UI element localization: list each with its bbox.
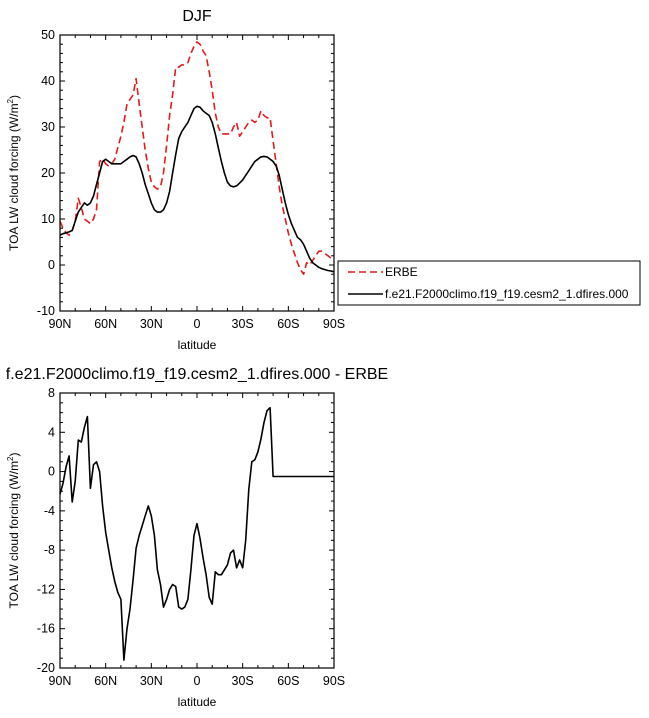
x-tick-label: 30N — [140, 674, 163, 688]
x-tick-label: 90N — [49, 317, 72, 331]
plot-frame — [59, 34, 335, 312]
x-tick-label: 90S — [323, 317, 345, 331]
x-axis-label: latitude — [178, 338, 217, 352]
series-line-1 — [59, 406, 334, 661]
chart-panel-2: f.e21.F2000climo.f19_f19.cesm2_1.dfires.… — [6, 366, 388, 709]
y-axis-label-main: TOA LW cloud forcing (W/m — [7, 103, 21, 251]
y-tick-label: 0 — [48, 465, 55, 479]
x-axis-label: latitude — [178, 695, 217, 709]
y-axis-label-main: TOA LW cloud forcing (W/m — [7, 461, 21, 609]
x-tick-label: 60N — [94, 674, 117, 688]
y-tick-label: 50 — [41, 28, 55, 42]
x-tick-label: 90S — [323, 674, 345, 688]
y-tick-label: -12 — [37, 582, 55, 596]
legend-box — [337, 260, 641, 306]
y-axis-label: TOA LW cloud forcing (W/m2) — [6, 452, 21, 608]
x-tick-label: 30S — [232, 674, 254, 688]
x-tick-label: 0 — [194, 674, 201, 688]
legend-label-2: f.e21.F2000climo.f19_f19.cesm2_1.dfires.… — [385, 287, 629, 301]
y-axis-label-sup: 2 — [6, 98, 15, 103]
y-tick-label: 30 — [41, 120, 55, 134]
x-tick-label: 60N — [94, 317, 117, 331]
y-tick-label: -4 — [44, 504, 55, 518]
y-tick-label: 10 — [41, 212, 55, 226]
series-line-1 — [59, 41, 335, 276]
y-tick-label: 8 — [48, 386, 55, 400]
y-tick-label: 40 — [41, 74, 55, 88]
y-axis-label-close: ) — [7, 452, 21, 456]
y-axis-label-sup: 2 — [6, 456, 15, 461]
y-tick-label: 0 — [48, 258, 55, 272]
chart-title: DJF — [182, 8, 212, 25]
y-tick-label: 20 — [41, 166, 55, 180]
chart-panel-1: DJF 90N 60N 30N 0 30S 60S 90S -10 0 10 20 30 40 50 lati… — [6, 8, 641, 352]
x-tick-label: 30S — [232, 317, 254, 331]
x-tick-label: 60S — [277, 317, 299, 331]
y-axis-label: TOA LW cloud forcing (W/m2) — [6, 95, 21, 251]
y-axis-label-close: ) — [7, 95, 21, 99]
x-tick-label: 90N — [49, 674, 72, 688]
y-tick-label: -10 — [37, 304, 55, 318]
plot-frame — [59, 392, 335, 669]
x-tick-label: 60S — [277, 674, 299, 688]
y-tick-label: 4 — [48, 425, 55, 439]
y-tick-label: -16 — [37, 622, 55, 636]
y-tick-label: -8 — [44, 543, 55, 557]
x-tick-label: 30N — [140, 317, 163, 331]
series-line-2 — [59, 105, 335, 273]
legend: ERBE f.e21.F2000climo.f19_f19.cesm2_1.dfi… — [337, 260, 641, 306]
x-tick-label: 0 — [194, 317, 201, 331]
y-tick-label: -20 — [37, 661, 55, 675]
legend-label-1: ERBE — [385, 265, 418, 279]
chart-title: f.e21.F2000climo.f19_f19.cesm2_1.dfires.… — [6, 366, 388, 383]
